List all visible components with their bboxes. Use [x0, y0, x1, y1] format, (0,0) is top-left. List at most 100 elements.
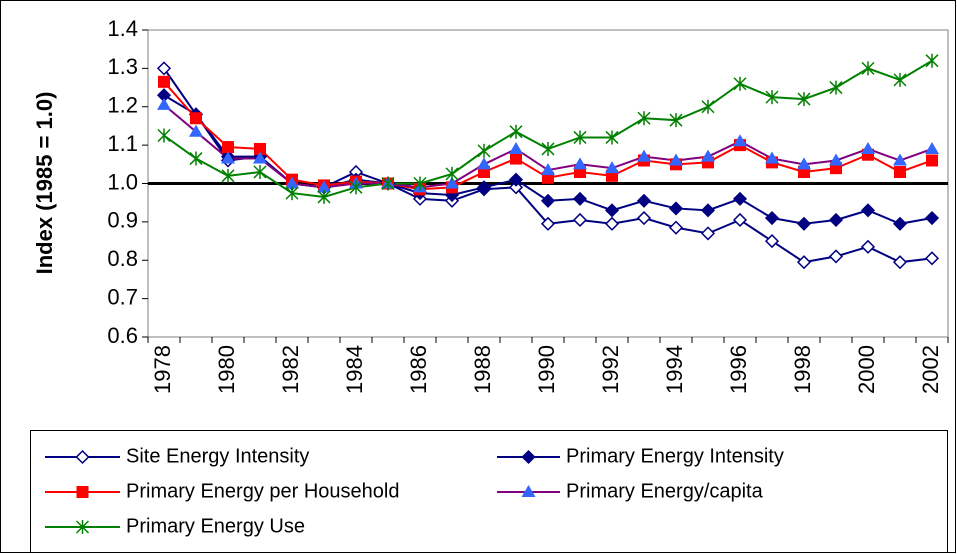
data-point	[572, 191, 588, 206]
data-point	[317, 180, 331, 193]
y-tick-label: 0.8	[107, 246, 138, 271]
data-point	[701, 149, 715, 162]
data-point	[860, 239, 876, 254]
data-point	[445, 176, 459, 189]
data-point	[796, 216, 812, 231]
data-point	[510, 152, 522, 165]
data-point	[828, 249, 844, 264]
data-point	[892, 255, 908, 270]
x-tick-label: 1978	[150, 345, 175, 394]
data-point	[158, 75, 170, 88]
data-point	[604, 216, 620, 231]
data-point	[925, 141, 939, 154]
x-tick-label: 1998	[790, 345, 815, 394]
data-point	[669, 153, 683, 166]
data-point	[477, 157, 491, 170]
data-point	[829, 80, 843, 95]
x-tick-label: 1992	[598, 345, 623, 394]
data-point	[189, 151, 203, 166]
data-point	[285, 186, 299, 201]
legend-label: Primary Energy Intensity	[566, 445, 784, 467]
legend-label: Primary Energy per Household	[126, 480, 399, 502]
data-point	[829, 153, 843, 166]
data-point	[861, 61, 875, 76]
x-tick-label: 1980	[214, 345, 239, 394]
data-point	[221, 151, 235, 164]
x-tick-label: 1986	[406, 345, 431, 394]
data-point	[892, 216, 908, 231]
y-axis-title: Index (1985 = 1.0)	[32, 92, 57, 275]
data-point	[541, 163, 555, 176]
data-point	[894, 165, 906, 178]
data-point	[190, 112, 202, 125]
data-point	[349, 180, 363, 195]
legend	[30, 430, 948, 553]
x-tick-label: 1988	[470, 345, 495, 394]
data-point	[636, 193, 652, 208]
y-tick-label: 1.3	[107, 54, 138, 79]
data-point	[445, 166, 459, 181]
y-tick-label: 0.9	[107, 208, 138, 233]
data-point	[797, 157, 811, 170]
data-point	[541, 141, 555, 156]
legend-marker	[75, 449, 90, 465]
data-point	[796, 255, 812, 270]
x-tick-label: 2002	[918, 345, 943, 394]
y-tick-label: 1.2	[107, 93, 138, 118]
data-point	[669, 113, 683, 128]
legend-label: Site Energy Intensity	[126, 445, 309, 467]
data-point	[540, 216, 556, 231]
x-tick-label: 1984	[342, 345, 367, 394]
data-point	[604, 203, 620, 218]
data-point	[828, 212, 844, 228]
data-point	[605, 130, 619, 145]
data-point	[157, 128, 171, 143]
data-point	[764, 210, 780, 226]
data-point	[253, 151, 267, 164]
data-point	[893, 72, 907, 87]
y-tick-label: 1.1	[107, 131, 138, 156]
legend-marker	[75, 520, 90, 534]
data-point	[925, 53, 939, 68]
data-point	[797, 92, 811, 107]
data-point	[573, 130, 587, 145]
data-point	[189, 124, 203, 137]
data-point	[700, 226, 716, 241]
data-point	[509, 141, 523, 154]
data-point	[540, 193, 556, 208]
data-point	[668, 201, 684, 216]
data-point	[508, 172, 524, 187]
data-point	[668, 220, 684, 235]
legend-label: Primary Energy Use	[126, 515, 305, 537]
data-point	[317, 189, 331, 204]
y-tick-label: 0.7	[107, 284, 138, 309]
data-point	[254, 142, 266, 155]
data-point	[701, 99, 715, 114]
legend-marker	[76, 486, 89, 498]
data-point	[764, 234, 780, 249]
data-point	[413, 176, 427, 191]
data-point	[156, 61, 172, 76]
data-point	[861, 141, 875, 154]
data-point	[285, 176, 299, 189]
y-tick-label: 1.0	[107, 169, 138, 194]
data-point	[157, 97, 171, 110]
data-point	[732, 191, 748, 206]
data-point	[733, 76, 747, 91]
legend-label: Primary Energy/capita	[566, 480, 764, 502]
data-point	[221, 168, 235, 183]
data-point	[572, 212, 588, 228]
data-point	[637, 149, 651, 162]
legend-marker	[521, 485, 536, 497]
y-tick-label: 1.4	[107, 16, 138, 41]
y-tick-label: 0.6	[107, 323, 138, 348]
data-point	[222, 141, 234, 154]
data-point	[637, 111, 651, 126]
data-point	[924, 210, 940, 226]
x-tick-label: 1996	[726, 345, 751, 394]
data-point	[732, 212, 748, 228]
data-point	[733, 134, 747, 147]
data-point	[509, 124, 523, 139]
data-point	[508, 180, 524, 195]
